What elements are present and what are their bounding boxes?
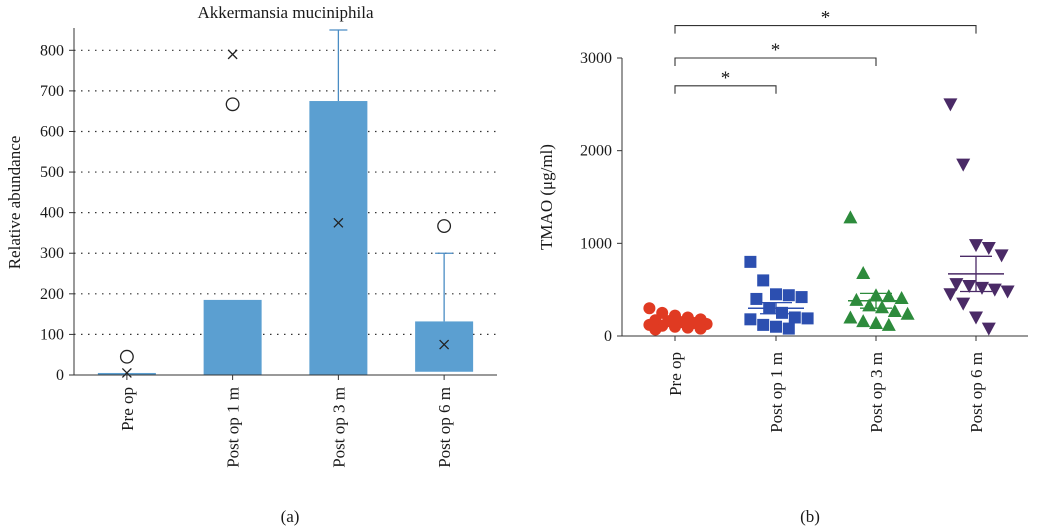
- bar-1: [97, 372, 156, 375]
- chart-title: Akkermansia muciniphila: [197, 3, 374, 22]
- x-category-label: Post op 1 m: [224, 387, 243, 468]
- panel-label: (b): [800, 507, 820, 526]
- data-point-triangle-down: [981, 241, 996, 255]
- panel-b-chart: * * * 0 1000 2000 3000 Pre op Post op 1 m Post op…: [537, 8, 1028, 526]
- mean-cross-marker: [439, 339, 450, 350]
- data-point-triangle-up: [875, 300, 889, 314]
- data-point-triangle-up: [849, 292, 864, 306]
- significance-star: *: [721, 68, 731, 89]
- data-point-triangle-down: [994, 249, 1009, 263]
- outlier-circle-marker: [437, 219, 452, 233]
- data-point-square: [770, 320, 782, 333]
- y-tick-label: 700: [40, 83, 64, 100]
- outlier-circle-marker: [119, 349, 134, 364]
- data-point-triangle-down: [943, 98, 958, 112]
- y-tick-label: 0: [604, 328, 612, 345]
- data-point-triangle-down: [975, 281, 989, 295]
- y-axis-title: TMAO (μg/ml): [537, 144, 556, 250]
- data-point-circle: [649, 323, 662, 336]
- outlier-circle-marker: [225, 97, 240, 112]
- panel-label: (a): [281, 507, 300, 526]
- data-point-square: [782, 322, 795, 335]
- data-point-triangle-up: [887, 303, 902, 317]
- significance-bracket: [674, 57, 877, 66]
- y-tick-label: 1000: [580, 235, 612, 252]
- data-point-square: [744, 255, 757, 268]
- x-category-label: Post op 6 m: [967, 352, 986, 433]
- x-category-label: Post op 3 m: [867, 352, 886, 433]
- data-point-triangle-down: [969, 311, 983, 325]
- data-point-triangle-down: [943, 288, 958, 302]
- data-point-triangle-up: [843, 310, 858, 324]
- x-category-label: Post op 3 m: [329, 387, 348, 468]
- data-point-square: [757, 274, 770, 287]
- x-category-label: Post op 1 m: [767, 352, 786, 433]
- data-point-square: [744, 313, 757, 326]
- y-tick-label: 100: [40, 326, 64, 343]
- data-point-triangle-up: [900, 306, 915, 320]
- significance-star: *: [771, 40, 781, 61]
- y-tick-label: 800: [40, 42, 64, 59]
- data-point-triangle-up: [856, 265, 871, 279]
- y-axis-title: Relative abundance: [5, 136, 24, 270]
- data-point-triangle-up: [869, 316, 883, 330]
- y-tick-label: 500: [40, 164, 64, 181]
- significance-bracket: [674, 85, 777, 94]
- data-point-triangle-down: [962, 279, 977, 293]
- data-point-circle: [694, 322, 707, 335]
- data-point-square: [750, 292, 763, 305]
- y-tick-label: 2000: [580, 143, 612, 160]
- data-point-square: [795, 291, 808, 304]
- y-tick-label: 200: [40, 286, 64, 303]
- y-tick-label: 0: [56, 367, 64, 384]
- data-point-triangle-down: [981, 322, 996, 336]
- data-point-triangle-down: [956, 297, 971, 311]
- data-point-triangle-down: [949, 278, 964, 292]
- bar-3: [309, 101, 368, 375]
- bar-2: [203, 299, 262, 375]
- bar-4: [415, 321, 474, 372]
- data-point-square: [788, 311, 801, 324]
- outlier-cross-marker: [227, 49, 238, 60]
- significance-star: *: [821, 8, 831, 29]
- data-point-square: [776, 306, 788, 319]
- data-point-circle: [643, 302, 656, 315]
- data-point-square: [782, 289, 795, 302]
- x-category-label: Pre op: [118, 387, 137, 431]
- y-tick-label: 3000: [580, 50, 612, 67]
- data-point-triangle-down: [987, 283, 1002, 297]
- y-tick-label: 300: [40, 245, 64, 262]
- data-point-square: [757, 318, 770, 331]
- data-point-triangle-up: [881, 289, 896, 303]
- x-category-label: Pre op: [666, 352, 685, 396]
- y-tick-label: 600: [40, 123, 64, 140]
- data-point-square: [770, 288, 782, 301]
- panel-a-chart: Akkermansia muciniphila 0 100 200 300 400 500 6…: [5, 3, 497, 526]
- data-point-triangle-up: [856, 314, 871, 328]
- mean-cross-marker: [333, 217, 344, 228]
- data-point-triangle-up: [881, 317, 896, 331]
- significance-bracket: [674, 25, 977, 34]
- data-point-triangle-down: [1000, 285, 1015, 299]
- y-tick-label: 400: [40, 205, 64, 222]
- x-category-label: Post op 6 m: [435, 387, 454, 468]
- data-point-square: [801, 312, 814, 325]
- data-point-triangle-up: [843, 210, 858, 224]
- data-point-triangle-down: [969, 239, 983, 253]
- mean-cross-marker: [121, 368, 132, 378]
- data-point-triangle-down: [956, 158, 971, 172]
- data-point-triangle-up: [894, 291, 909, 305]
